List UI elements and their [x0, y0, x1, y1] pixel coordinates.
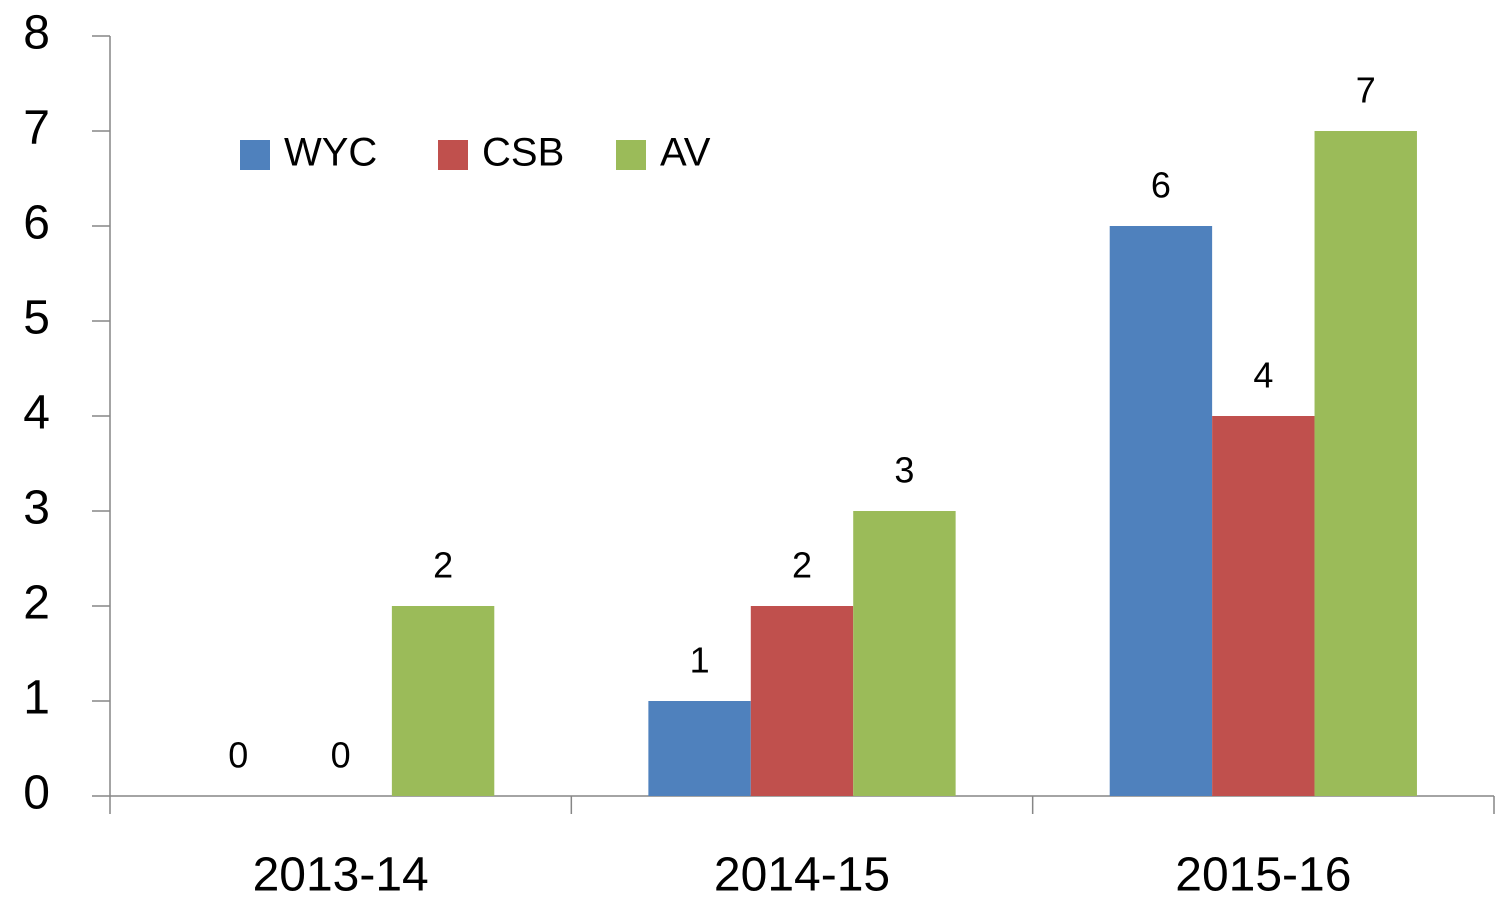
value-label: 0	[331, 735, 351, 776]
legend-swatch	[616, 140, 646, 170]
legend-swatch	[240, 140, 270, 170]
y-tick-label: 0	[23, 767, 50, 820]
legend-label: AV	[660, 131, 711, 175]
value-label: 3	[894, 450, 914, 491]
legend-label: CSB	[482, 131, 564, 175]
bar	[648, 701, 751, 796]
bar	[1212, 416, 1315, 796]
value-label: 4	[1253, 355, 1273, 396]
x-tick-label: 2014-15	[714, 849, 890, 902]
bar	[750, 606, 854, 796]
value-label: 2	[433, 545, 453, 586]
bar	[391, 606, 495, 796]
value-label: 1	[690, 640, 710, 681]
y-tick-label: 1	[23, 672, 50, 725]
value-label: 6	[1151, 165, 1171, 206]
y-tick-label: 4	[23, 387, 50, 440]
y-tick-label: 3	[23, 482, 50, 535]
x-tick-label: 2013-14	[253, 849, 429, 902]
value-label: 0	[228, 735, 248, 776]
y-tick-label: 5	[23, 292, 50, 345]
value-label: 7	[1356, 70, 1376, 111]
bar	[1109, 226, 1213, 796]
legend-label: WYC	[284, 131, 377, 175]
y-tick-label: 6	[23, 197, 50, 250]
y-tick-label: 2	[23, 577, 50, 630]
bar	[1314, 131, 1417, 796]
y-tick-label: 8	[23, 7, 50, 60]
value-label: 2	[792, 545, 812, 586]
bar	[853, 511, 956, 796]
x-tick-label: 2015-16	[1175, 849, 1351, 902]
legend-swatch	[438, 140, 468, 170]
y-tick-label: 7	[23, 102, 50, 155]
